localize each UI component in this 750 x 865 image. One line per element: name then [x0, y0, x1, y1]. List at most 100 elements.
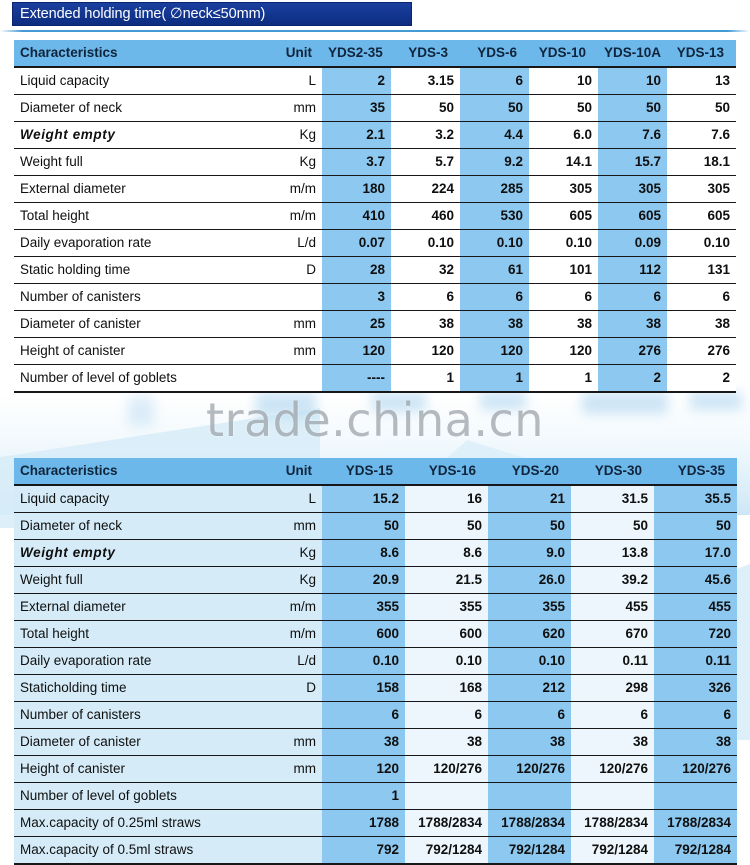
cell-value: 0.10 — [667, 229, 736, 257]
cell-value: 605 — [598, 202, 667, 230]
column-header-characteristics: Characteristics — [14, 458, 260, 486]
table-row: Liquid capacity L 15.2 16 21 31.5 35.5 — [14, 485, 737, 513]
table-row: External diameter m/m 355 355 355 455 455 — [14, 593, 737, 621]
column-header-model: YDS-3 — [391, 40, 460, 68]
table-row: Total height m/m 600 600 620 670 720 — [14, 620, 737, 648]
cell-value: 4.4 — [460, 121, 529, 149]
cell-value: 6 — [571, 701, 654, 729]
section-title-text: Extended holding time( ∅neck≤50mm) — [20, 6, 266, 22]
cell-value: 26.0 — [488, 566, 571, 594]
column-header-model: YDS-10 — [529, 40, 598, 68]
table-row: Number of level of goblets 1 — [14, 782, 737, 810]
table-row: Diameter of neck mm 50 50 50 50 50 — [14, 512, 737, 540]
table-row: Total height m/m 410 460 530 605 605 605 — [14, 202, 736, 230]
cell-value: 16 — [405, 485, 488, 513]
cell-value: 120 — [529, 337, 598, 365]
cell-value: 1 — [391, 364, 460, 393]
cell-unit: D — [260, 674, 322, 702]
title-divider-rule — [0, 30, 750, 32]
cell-characteristic: Diameter of canister — [14, 310, 260, 338]
cell-characteristic: Liquid capacity — [14, 485, 260, 513]
cell-value: 3.15 — [391, 67, 460, 95]
cell-unit: mm — [260, 310, 322, 338]
cell-unit — [260, 809, 322, 837]
cell-value: 298 — [571, 674, 654, 702]
cell-value: 13 — [667, 67, 736, 95]
cell-characteristic: Total height — [14, 620, 260, 648]
cell-value: 15.2 — [322, 485, 405, 513]
table-row: Weight full Kg 3.7 5.7 9.2 14.1 15.7 18.1 — [14, 148, 736, 176]
table-row: Diameter of neck mm 35 50 50 50 50 50 — [14, 94, 736, 122]
cell-characteristic: Max.capacity of 0.25ml straws — [14, 809, 260, 837]
cell-value: 600 — [405, 620, 488, 648]
cell-value: 6 — [405, 701, 488, 729]
cell-value: 285 — [460, 175, 529, 203]
cell-value: 120/276 — [405, 755, 488, 783]
cell-value — [405, 782, 488, 810]
cell-value: 0.09 — [598, 229, 667, 257]
cell-unit: Kg — [260, 148, 322, 176]
table-row: Liquid capacity L 2 3.15 6 10 10 13 — [14, 67, 736, 95]
column-header-model: YDS-13 — [667, 40, 736, 68]
cell-characteristic: External diameter — [14, 175, 260, 203]
cell-value: 120 — [322, 337, 391, 365]
section-title-bar: Extended holding time( ∅neck≤50mm) — [12, 2, 412, 26]
cell-characteristic: Weight full — [14, 566, 260, 594]
cell-value: 50 — [529, 94, 598, 122]
cell-value: 6 — [460, 67, 529, 95]
cell-value: 120/276 — [654, 755, 737, 783]
cell-value: 50 — [598, 94, 667, 122]
table-row: Static holding time D 28 32 61 101 112 131 — [14, 256, 736, 284]
column-header-model: YDS-20 — [488, 458, 571, 486]
cell-value: 1788 — [322, 809, 405, 837]
column-header-model: YDS2-35 — [322, 40, 391, 68]
cell-value: 38 — [571, 728, 654, 756]
cell-value: 212 — [488, 674, 571, 702]
cell-value: 0.11 — [571, 647, 654, 675]
cell-value: 35.5 — [654, 485, 737, 513]
table-header-row: Characteristics Unit YDS-15 YDS-16 YDS-20 YDS… — [14, 458, 737, 486]
cell-unit: L/d — [260, 229, 322, 257]
cell-value: 180 — [322, 175, 391, 203]
table-row: Weight empty Kg 8.6 8.6 9.0 13.8 17.0 — [14, 539, 737, 567]
cell-characteristic: Weight full — [14, 148, 260, 176]
column-header-characteristics: Characteristics — [14, 40, 260, 68]
table-row: Staticholding time D 158 168 212 298 326 — [14, 674, 737, 702]
cell-unit: Kg — [260, 539, 322, 567]
cell-value: 50 — [391, 94, 460, 122]
cell-value: 31.5 — [571, 485, 654, 513]
table-header-row: Characteristics Unit YDS2-35 YDS-3 YDS-6 YDS-… — [14, 40, 736, 68]
cell-value: 276 — [667, 337, 736, 365]
table-row: Max.capacity of 0.25ml straws 1788 1788/28… — [14, 809, 737, 837]
cell-value: 6 — [529, 283, 598, 311]
cell-value: 21 — [488, 485, 571, 513]
cell-unit: D — [260, 256, 322, 284]
cell-value: 21.5 — [405, 566, 488, 594]
cell-value: 605 — [667, 202, 736, 230]
cell-unit: mm — [260, 94, 322, 122]
cell-unit: L — [260, 485, 322, 513]
cell-value: 120 — [460, 337, 529, 365]
cell-value: 120/276 — [488, 755, 571, 783]
cell-value: 530 — [460, 202, 529, 230]
cell-value: 0.10 — [488, 647, 571, 675]
cell-value: 38 — [405, 728, 488, 756]
cell-value: 2 — [598, 364, 667, 393]
table-row: Diameter of canister mm 25 38 38 38 38 38 — [14, 310, 736, 338]
cell-value: 131 — [667, 256, 736, 284]
spec-table-1-head: Characteristics Unit YDS2-35 YDS-3 YDS-6 YDS-… — [14, 40, 736, 68]
cell-value: 0.10 — [460, 229, 529, 257]
table-row: Weight empty Kg 2.1 3.2 4.4 6.0 7.6 7.6 — [14, 121, 736, 149]
cell-value: 6 — [322, 701, 405, 729]
cell-characteristic: Number of level of goblets — [14, 782, 260, 810]
cell-value: 17.0 — [654, 539, 737, 567]
column-header-model: YDS-35 — [654, 458, 737, 486]
table-row: Number of canisters 6 6 6 6 6 — [14, 701, 737, 729]
table-row: External diameter m/m 180 224 285 305 305 305 — [14, 175, 736, 203]
cell-value: 355 — [405, 593, 488, 621]
table-row: Height of canister mm 120 120/276 120/276 120… — [14, 755, 737, 783]
cell-value: 10 — [529, 67, 598, 95]
cell-value: 6 — [488, 701, 571, 729]
cell-unit: mm — [260, 755, 322, 783]
cell-characteristic: Daily evaporation rate — [14, 647, 260, 675]
